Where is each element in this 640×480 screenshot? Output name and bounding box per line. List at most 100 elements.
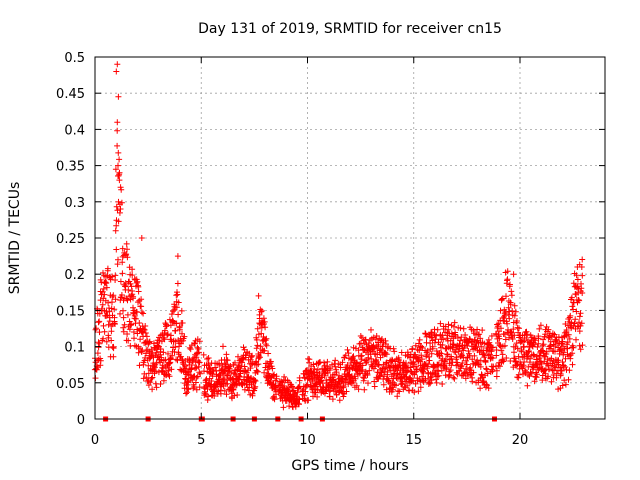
data-point bbox=[196, 369, 203, 376]
data-point bbox=[499, 351, 506, 358]
data-point bbox=[393, 382, 399, 389]
data-point bbox=[332, 363, 339, 370]
data-point bbox=[379, 336, 385, 342]
data-point bbox=[496, 363, 503, 370]
data-point bbox=[253, 345, 260, 352]
data-point bbox=[195, 349, 202, 356]
data-point bbox=[193, 386, 200, 393]
data-point bbox=[520, 362, 527, 369]
data-point bbox=[457, 325, 464, 332]
data-point bbox=[415, 388, 422, 395]
data-point bbox=[125, 337, 132, 344]
data-point bbox=[511, 349, 517, 356]
data-point bbox=[125, 287, 132, 293]
data-point bbox=[514, 318, 520, 324]
data-point bbox=[576, 319, 582, 326]
data-point bbox=[116, 177, 123, 184]
data-point bbox=[306, 356, 313, 363]
data-point bbox=[493, 373, 500, 380]
data-point bbox=[579, 342, 586, 349]
data-point bbox=[157, 346, 164, 352]
data-point bbox=[100, 269, 106, 276]
data-point bbox=[339, 375, 346, 382]
data-point bbox=[474, 326, 481, 333]
data-point bbox=[343, 376, 350, 383]
data-point bbox=[509, 336, 516, 342]
data-point bbox=[234, 392, 241, 398]
data-point bbox=[254, 342, 261, 349]
data-point bbox=[566, 367, 573, 374]
data-point bbox=[498, 296, 505, 303]
data-point bbox=[160, 377, 167, 384]
data-point bbox=[389, 357, 396, 364]
data-point bbox=[130, 293, 137, 300]
data-point bbox=[521, 343, 527, 350]
data-point bbox=[575, 296, 582, 303]
data-point bbox=[110, 345, 117, 352]
data-point bbox=[418, 352, 425, 359]
data-point bbox=[208, 378, 215, 384]
data-point bbox=[221, 387, 228, 394]
data-point bbox=[216, 361, 223, 368]
data-point bbox=[131, 312, 138, 319]
data-point bbox=[380, 361, 387, 368]
data-point bbox=[389, 386, 396, 393]
data-point bbox=[570, 344, 577, 351]
data-point bbox=[446, 372, 453, 379]
data-point bbox=[112, 321, 118, 327]
data-point bbox=[573, 336, 579, 343]
data-point bbox=[153, 368, 159, 375]
data-point bbox=[95, 344, 102, 351]
data-point bbox=[110, 292, 117, 299]
data-point bbox=[117, 310, 123, 317]
data-point bbox=[361, 386, 368, 393]
data-point bbox=[545, 326, 552, 333]
data-point bbox=[131, 342, 138, 349]
data-point bbox=[203, 376, 210, 383]
data-point bbox=[573, 308, 580, 315]
data-point bbox=[507, 358, 514, 364]
data-point bbox=[122, 283, 129, 289]
data-point bbox=[226, 365, 233, 372]
data-point bbox=[160, 334, 167, 341]
data-point bbox=[443, 364, 450, 371]
data-point bbox=[535, 335, 542, 342]
data-point bbox=[479, 327, 486, 334]
data-point bbox=[101, 291, 108, 298]
data-point bbox=[442, 366, 449, 373]
data-point bbox=[471, 352, 478, 359]
data-point bbox=[504, 320, 511, 327]
data-point bbox=[432, 336, 439, 343]
data-point bbox=[485, 385, 492, 392]
data-point bbox=[361, 375, 368, 382]
data-point bbox=[132, 315, 139, 322]
data-point bbox=[372, 336, 379, 343]
data-point bbox=[419, 373, 426, 380]
data-point bbox=[535, 340, 542, 347]
data-point bbox=[116, 209, 123, 216]
data-point bbox=[206, 365, 213, 372]
data-point bbox=[129, 272, 136, 279]
y-tick-label: 0.35 bbox=[56, 160, 85, 175]
data-point bbox=[126, 318, 133, 325]
data-point bbox=[565, 331, 572, 338]
data-point bbox=[296, 396, 303, 403]
data-point bbox=[576, 313, 583, 320]
data-point bbox=[514, 345, 521, 352]
data-point bbox=[546, 366, 553, 373]
data-point bbox=[507, 299, 514, 306]
data-point bbox=[573, 272, 580, 279]
data-point bbox=[552, 356, 559, 363]
data-point bbox=[140, 310, 147, 317]
x-tick-label: 20 bbox=[512, 433, 529, 448]
data-point bbox=[562, 364, 569, 370]
data-point bbox=[525, 363, 532, 370]
data-point bbox=[457, 363, 464, 370]
data-point bbox=[158, 354, 165, 361]
data-point bbox=[112, 272, 119, 279]
data-point bbox=[312, 381, 319, 388]
data-point bbox=[572, 316, 579, 323]
data-point bbox=[177, 366, 184, 373]
data-point bbox=[541, 367, 548, 374]
data-point bbox=[247, 356, 254, 363]
